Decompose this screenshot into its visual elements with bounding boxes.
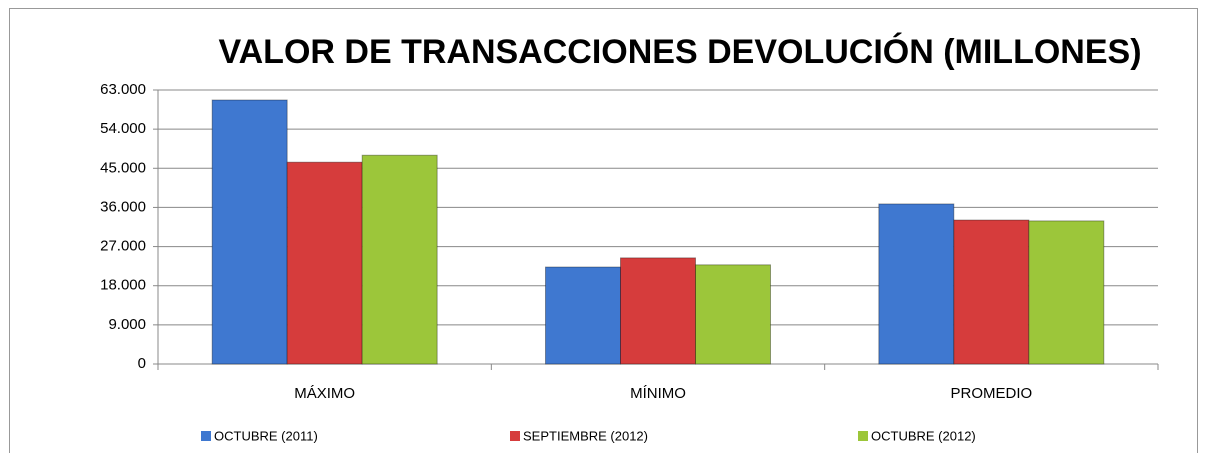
legend-label: SEPTIEMBRE (2012) [523,428,648,443]
y-tick-label: 36.000 [100,198,146,215]
x-tick-label: MÁXIMO [294,385,355,402]
y-tick-label: 54.000 [100,120,146,137]
y-tick-label: 9.000 [108,316,146,333]
x-tick-label: MÍNIMO [630,385,686,402]
y-tick-label: 63.000 [100,81,146,98]
bar [361,154,438,365]
legend-swatch [858,431,868,441]
bar [1028,220,1105,365]
legend-label: OCTUBRE (2012) [871,428,976,443]
bar [620,257,696,365]
y-tick-label: 27.000 [100,238,146,255]
legend-swatch [201,431,211,441]
legend-label: OCTUBRE (2011) [214,428,318,443]
y-tick-label: 0 [138,355,146,372]
bar [953,219,1030,365]
bar [695,264,771,365]
y-tick-label: 45.000 [100,159,146,176]
x-tick-label: PROMEDIO [950,385,1032,402]
legend-swatch [510,431,520,441]
bar [286,161,363,365]
y-tick-label: 18.000 [100,277,146,294]
bar [878,203,955,365]
chart-title: VALOR DE TRANSACCIONES DEVOLUCIÓN (MILLO… [218,33,1141,71]
bar [545,266,621,365]
bar [211,99,288,365]
